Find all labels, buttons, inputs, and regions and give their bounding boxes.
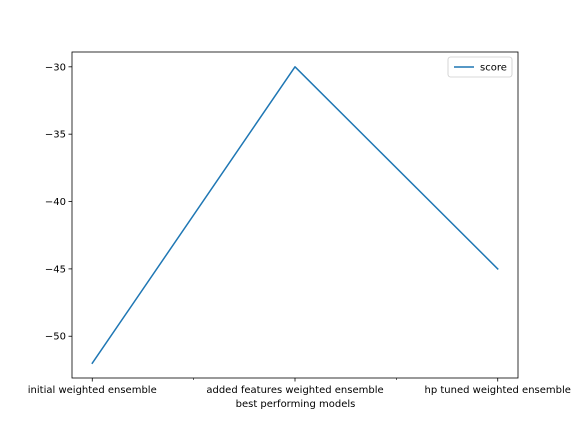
y-tick-label: −30 (45, 62, 66, 73)
y-tick-label: −45 (45, 264, 66, 275)
y-tick-label: −40 (45, 197, 66, 208)
x-tick-label: added features weighted ensemble (206, 385, 383, 396)
legend-box (447, 56, 513, 78)
legend-label: score (480, 63, 507, 74)
x-tick-label: initial weighted ensemble (28, 385, 157, 396)
x-tick-label: hp tuned weighted ensemble (425, 385, 571, 396)
x-axis-label: best performing models (236, 399, 356, 410)
y-tick-label: −35 (45, 130, 66, 141)
series-line-score (91, 66, 499, 365)
y-tick-label: −50 (45, 332, 66, 343)
axes-frame (71, 51, 519, 379)
plot-area: −30 −35 −40 −45 −50 initial weighted ensemble… (28, 51, 571, 396)
